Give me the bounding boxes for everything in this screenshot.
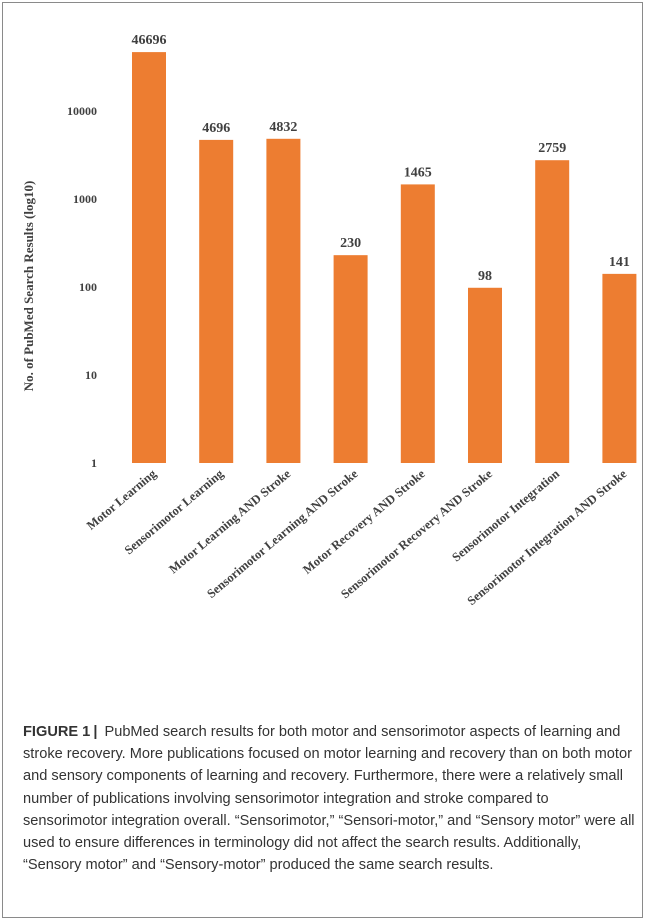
bar bbox=[602, 273, 637, 463]
data-label: 230 bbox=[340, 236, 361, 251]
y-tick-label: 1 bbox=[91, 456, 97, 470]
bar bbox=[400, 184, 435, 463]
bar bbox=[468, 287, 502, 463]
bar-chart: 1 10 100 1000 10000 46696 Motor Learning 4696 Se… bbox=[67, 33, 637, 608]
figure-caption: FIGURE 1 | PubMed search results for both… bbox=[23, 721, 635, 876]
x-tick-label: Sensorimotor Integration bbox=[449, 467, 562, 565]
caption-separator: | bbox=[93, 724, 98, 740]
bar bbox=[535, 160, 570, 463]
data-label: 98 bbox=[478, 269, 492, 284]
x-tick-label: Motor Recovery AND Stroke bbox=[300, 466, 428, 576]
x-tick-label: Motor Learning AND Stroke bbox=[166, 466, 293, 576]
y-tick-label: 10000 bbox=[67, 104, 97, 118]
bar bbox=[132, 52, 166, 463]
data-label: 2759 bbox=[538, 141, 566, 156]
y-axis-label: No. of PubMed Search Results (log10) bbox=[21, 180, 36, 392]
bar bbox=[333, 255, 368, 463]
x-tick-label: Motor Learning bbox=[84, 466, 160, 533]
caption-text: PubMed search results for both motor and… bbox=[23, 724, 635, 874]
data-label: 4696 bbox=[202, 121, 230, 136]
data-label: 46696 bbox=[132, 33, 167, 48]
y-tick-label: 100 bbox=[79, 280, 97, 294]
data-label: 1465 bbox=[404, 165, 432, 180]
bar bbox=[266, 138, 301, 464]
y-tick-label: 1000 bbox=[73, 192, 97, 206]
figure-label: FIGURE 1 bbox=[23, 724, 91, 740]
y-tick-label: 10 bbox=[85, 368, 97, 382]
data-label: 141 bbox=[609, 255, 630, 270]
data-label: 4832 bbox=[269, 120, 297, 135]
bar bbox=[199, 139, 234, 463]
